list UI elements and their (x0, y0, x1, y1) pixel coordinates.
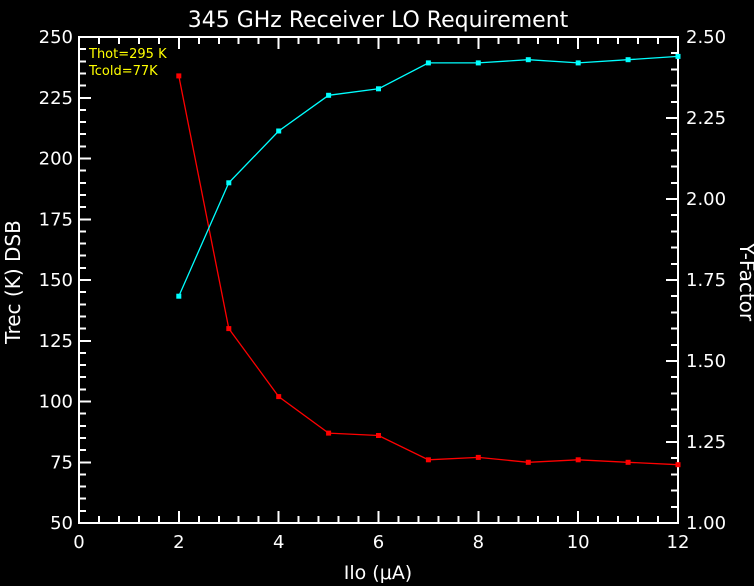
series-marker-1 (376, 86, 381, 92)
x-tick-label: 10 (567, 532, 590, 553)
x-tick-label: 2 (173, 532, 184, 553)
chart-title: 345 GHz Receiver LO Requirement (188, 8, 569, 33)
x-tick-label: 0 (73, 532, 84, 553)
x-tick-label: 8 (473, 532, 484, 553)
series-marker-0 (475, 454, 481, 460)
series-marker-1 (675, 53, 681, 59)
series-marker-1 (625, 57, 631, 63)
x-tick-label: 6 (373, 532, 384, 553)
series-marker-1 (475, 60, 481, 66)
x-tick-label: 12 (667, 532, 690, 553)
series-marker-0 (425, 457, 431, 463)
series-marker-0 (675, 462, 681, 468)
y-left-tick-label: 250 (39, 27, 73, 48)
y-left-tick-label: 125 (39, 331, 73, 352)
series-marker-0 (575, 457, 581, 463)
x-tick-label: 4 (273, 532, 284, 553)
y-right-tick-label: 1.75 (686, 270, 726, 291)
series-marker-0 (625, 459, 631, 465)
series-marker-0 (176, 73, 182, 79)
y-right-tick-label: 1.00 (686, 513, 726, 534)
y-left-tick-label: 225 (39, 88, 73, 109)
series-marker-1 (276, 128, 282, 134)
data-series (176, 53, 681, 468)
y-axis-title-right: Y-Factor (735, 242, 754, 322)
y-left-tick-label: 100 (39, 392, 73, 413)
y-left-tick-label: 75 (50, 452, 73, 473)
y-right-tick-label: 2.50 (686, 27, 726, 48)
legend-tcold-label: Tcold=77K (88, 64, 158, 79)
axis-ticks (78, 36, 679, 524)
series-marker-1 (525, 57, 531, 63)
series-marker-1 (226, 180, 232, 186)
series-marker-0 (276, 394, 282, 400)
y-left-tick-label: 200 (39, 149, 73, 170)
legend-thot-label: Thot=295 K (88, 47, 167, 62)
series-marker-1 (326, 92, 332, 98)
y-left-tick-label: 150 (39, 270, 73, 291)
series-marker-1 (176, 293, 182, 299)
series-marker-0 (376, 433, 381, 438)
series-marker-0 (525, 459, 531, 465)
series-marker-0 (326, 430, 332, 436)
y-left-tick-label: 175 (39, 209, 73, 230)
y-right-tick-label: 2.00 (686, 189, 726, 210)
x-axis-title: Ilo (μA) (344, 562, 412, 584)
y-right-tick-label: 2.25 (686, 108, 726, 129)
y-left-tick-label: 50 (50, 513, 73, 534)
y-axis-title-left: Trec (K) DSB (1, 220, 25, 345)
y-right-tick-label: 1.25 (686, 432, 726, 453)
series-marker-1 (425, 60, 431, 66)
y-right-tick-label: 1.50 (686, 351, 726, 372)
series-marker-1 (575, 60, 581, 66)
series-marker-0 (226, 326, 232, 332)
